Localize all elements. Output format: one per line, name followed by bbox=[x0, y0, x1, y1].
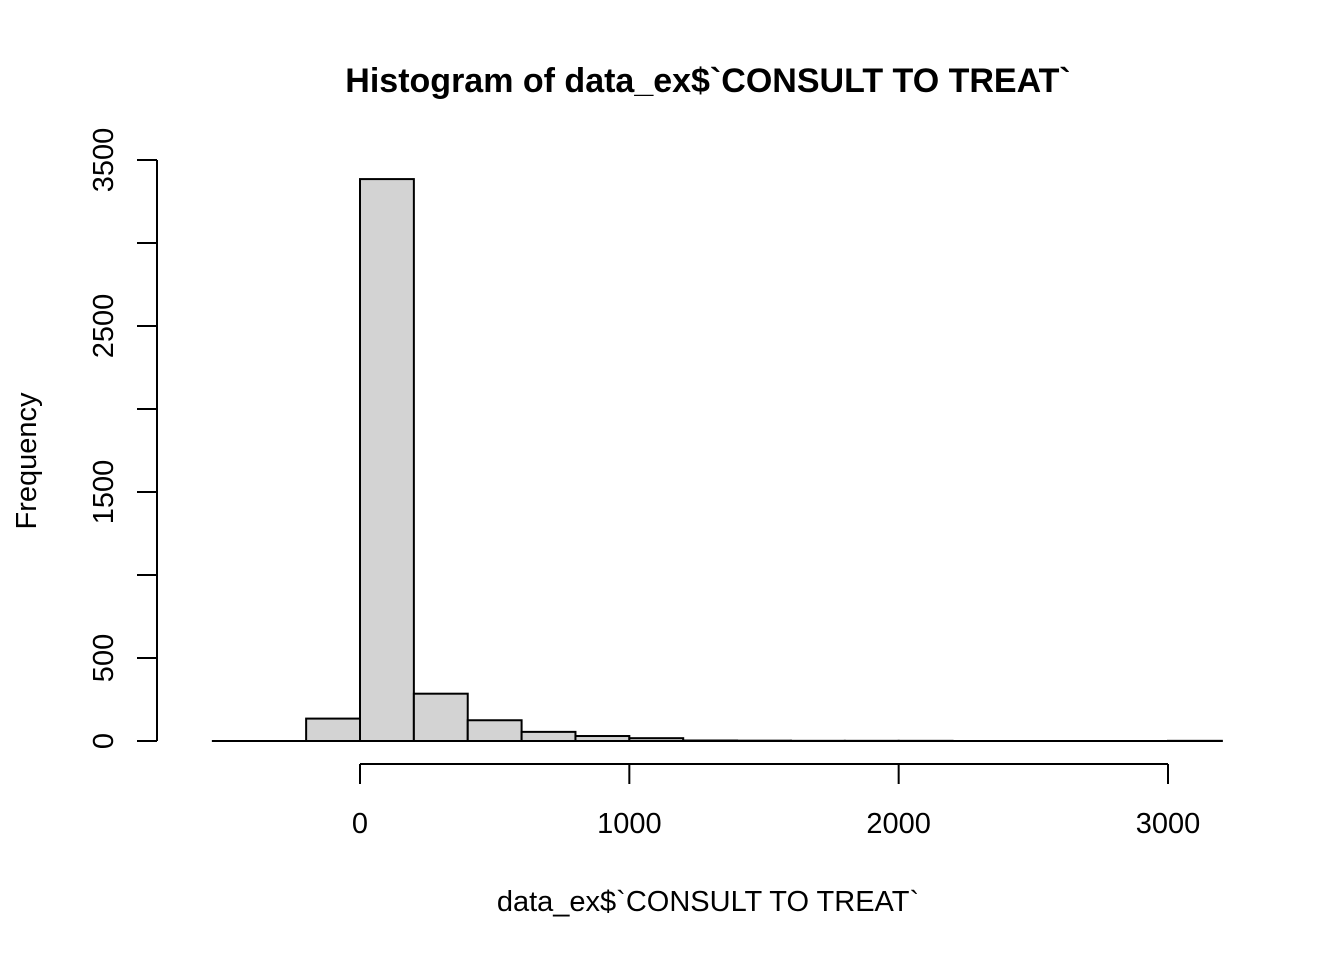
y-tick-label: 3500 bbox=[88, 128, 120, 193]
x-tick-label: 0 bbox=[352, 808, 368, 840]
x-tick-label: 3000 bbox=[1136, 808, 1201, 840]
x-tick-label: 1000 bbox=[597, 808, 662, 840]
histogram-bar bbox=[359, 178, 415, 742]
histogram-bar bbox=[466, 719, 523, 742]
histogram-bar bbox=[305, 717, 361, 743]
y-axis-label: Frequency bbox=[11, 392, 43, 530]
x-axis: 0 1000 2000 3000 bbox=[352, 763, 1201, 840]
y-tick-label: 2500 bbox=[88, 294, 120, 359]
chart-title: Histogram of data_ex$`CONSULT TO TREAT` bbox=[345, 62, 1070, 100]
x-axis-label: data_ex$`CONSULT TO TREAT` bbox=[497, 886, 919, 918]
histogram-bar bbox=[520, 730, 577, 742]
bars-group bbox=[211, 178, 1223, 743]
histogram-bar bbox=[412, 692, 469, 743]
x-tick-label: 2000 bbox=[866, 808, 931, 840]
y-axis: 0 500 1500 2500 3500 bbox=[88, 128, 158, 749]
y-tick-label: 0 bbox=[88, 733, 120, 749]
y-tick-label: 500 bbox=[88, 634, 120, 682]
y-tick-label: 1500 bbox=[88, 460, 120, 525]
